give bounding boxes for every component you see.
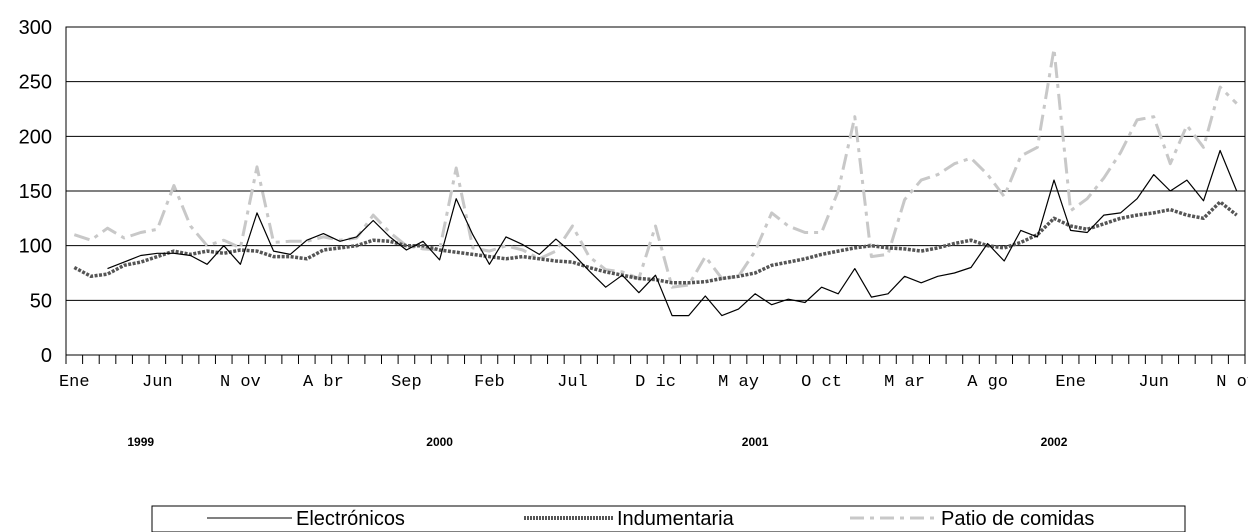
year-label-2001: 2001 — [742, 435, 769, 449]
x-tick-label: N ov — [220, 373, 261, 392]
x-tick-label: Jun — [1138, 373, 1169, 392]
year-labels: 199920002001200220032004 — [127, 435, 1068, 449]
data-series — [73, 47, 1238, 317]
y-tick-label-250: 250 — [19, 72, 52, 94]
x-tick-label: D ic — [635, 373, 676, 392]
y-tick-label-150: 150 — [19, 181, 52, 203]
year-label-2000: 2000 — [426, 435, 453, 449]
y-tick-label-0: 0 — [41, 345, 52, 367]
legend-label-patio: Patio de comidas — [941, 508, 1094, 530]
y-tick-label-50: 50 — [30, 290, 52, 312]
legend: Electrónicos Indumentaria Patio de comid… — [151, 505, 1186, 532]
x-tick-label: O ct — [801, 373, 842, 392]
x-tick-label: Sep — [391, 373, 422, 392]
x-tick-label: A go — [967, 373, 1008, 392]
series-line-electr-nicos — [107, 149, 1238, 317]
x-tick-label: Jul — [557, 373, 588, 392]
x-tick-label: N ov — [1216, 373, 1248, 392]
y-tick-label-300: 300 — [19, 17, 52, 39]
x-tick-label: Ene — [1055, 373, 1086, 392]
year-label-1999: 1999 — [127, 435, 154, 449]
series-line-patio-de-comidas — [73, 47, 1238, 289]
x-tick-label: M ar — [884, 373, 925, 392]
series-line-indumentaria — [73, 200, 1238, 285]
y-tick-label-100: 100 — [19, 236, 52, 258]
legend-label-indumentaria: Indumentaria — [617, 508, 735, 530]
x-tick-label: Jun — [142, 373, 173, 392]
x-tick-label: Ene — [59, 373, 90, 392]
x-axis — [65, 355, 1246, 364]
legend-label-electronicos: Electrónicos — [296, 508, 405, 530]
x-tick-label: M ay — [718, 373, 759, 392]
y-axis-labels: 0 50 100 150 200 250 300 — [19, 17, 52, 367]
x-tick-label: A br — [303, 373, 344, 392]
y-tick-label-200: 200 — [19, 126, 52, 148]
x-axis-labels: Ene Jun N ov A br Sep Feb Jul D ic M ay O ct M ar A… — [59, 373, 1248, 392]
x-tick-label: Feb — [474, 373, 505, 392]
year-label-2002: 2002 — [1041, 435, 1068, 449]
gridlines — [65, 26, 1246, 356]
legend-box — [151, 505, 1186, 532]
